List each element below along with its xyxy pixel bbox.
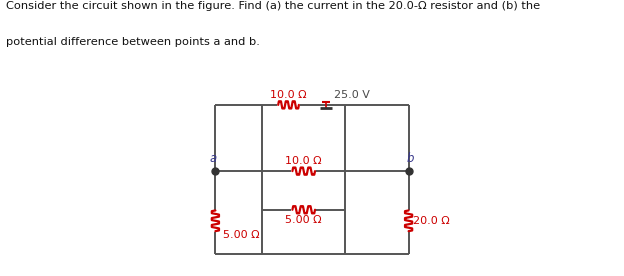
Text: 20.0 Ω: 20.0 Ω <box>412 216 449 226</box>
Text: a: a <box>210 152 217 165</box>
Text: potential difference between points a and b.: potential difference between points a an… <box>6 37 260 47</box>
Text: 10.0 Ω: 10.0 Ω <box>285 156 322 166</box>
Text: b: b <box>407 152 414 165</box>
Text: 10.0 Ω: 10.0 Ω <box>270 90 307 100</box>
Text: 5.00 Ω: 5.00 Ω <box>223 230 260 240</box>
Text: 25.0 V: 25.0 V <box>333 90 369 100</box>
Text: Consider the circuit shown in the figure. Find (a) the current in the 20.0-Ω res: Consider the circuit shown in the figure… <box>6 1 540 11</box>
Text: 5.00 Ω: 5.00 Ω <box>285 215 322 225</box>
